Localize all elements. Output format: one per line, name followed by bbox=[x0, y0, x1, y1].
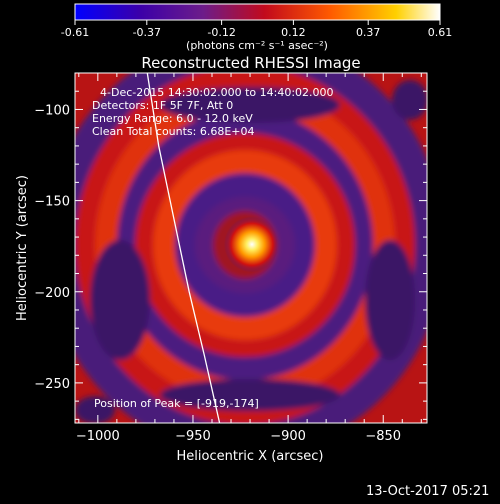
plot-title: Reconstructed RHESSI Image bbox=[141, 54, 360, 72]
y-tick-label: −200 bbox=[34, 286, 70, 301]
y-axis: −100 −150 −200 −250 bbox=[34, 72, 427, 420]
colorbar-tick-label: 0.37 bbox=[356, 26, 381, 39]
colorbar bbox=[74, 3, 441, 21]
footer-timestamp: 13-Oct-2017 05:21 bbox=[366, 484, 489, 499]
solar-limb bbox=[146, 73, 221, 423]
colorbar-units: (photons cm⁻² s⁻¹ asec⁻²) bbox=[186, 39, 328, 52]
info-line-energy: Energy Range: 6.0 - 12.0 keV bbox=[92, 112, 253, 125]
y-axis-label: Heliocentric Y (arcsec) bbox=[15, 175, 30, 321]
x-tick-label: −1000 bbox=[76, 429, 120, 444]
x-axis: −1000 −950 −900 −850 bbox=[76, 73, 422, 444]
observation-info: 4-Dec-2015 14:30:02.000 to 14:40:02.000 … bbox=[92, 86, 334, 138]
colorbar-tick-label: -0.37 bbox=[133, 26, 161, 39]
y-tick-label: −150 bbox=[34, 195, 70, 210]
colorbar-tick-label: -0.12 bbox=[207, 26, 235, 39]
peak-position-text: Position of Peak = [-919,-174] bbox=[94, 397, 259, 410]
colorbar-tick-label: 0.12 bbox=[281, 26, 306, 39]
colorbar-tick-label: -0.61 bbox=[61, 26, 89, 39]
colorbar-tick-label: 0.61 bbox=[428, 26, 453, 39]
y-tick-label: −250 bbox=[34, 377, 70, 392]
info-line-detectors: Detectors: 1F 5F 7F, Att 0 bbox=[92, 99, 233, 112]
info-line-time: 4-Dec-2015 14:30:02.000 to 14:40:02.000 bbox=[100, 86, 334, 99]
x-tick-label: −950 bbox=[175, 429, 211, 444]
info-line-clean: Clean Total counts: 6.68E+04 bbox=[92, 125, 255, 138]
y-tick-label: −100 bbox=[34, 103, 70, 118]
plot-frame bbox=[74, 72, 428, 424]
x-tick-label: −850 bbox=[365, 429, 401, 444]
colorbar-ticks: -0.61 -0.37 -0.12 0.12 0.37 0.61 bbox=[61, 20, 452, 39]
x-axis-label: Heliocentric X (arcsec) bbox=[177, 449, 324, 464]
x-tick-label: −900 bbox=[270, 429, 306, 444]
peak-source bbox=[223, 216, 280, 273]
image-area bbox=[75, 73, 427, 423]
